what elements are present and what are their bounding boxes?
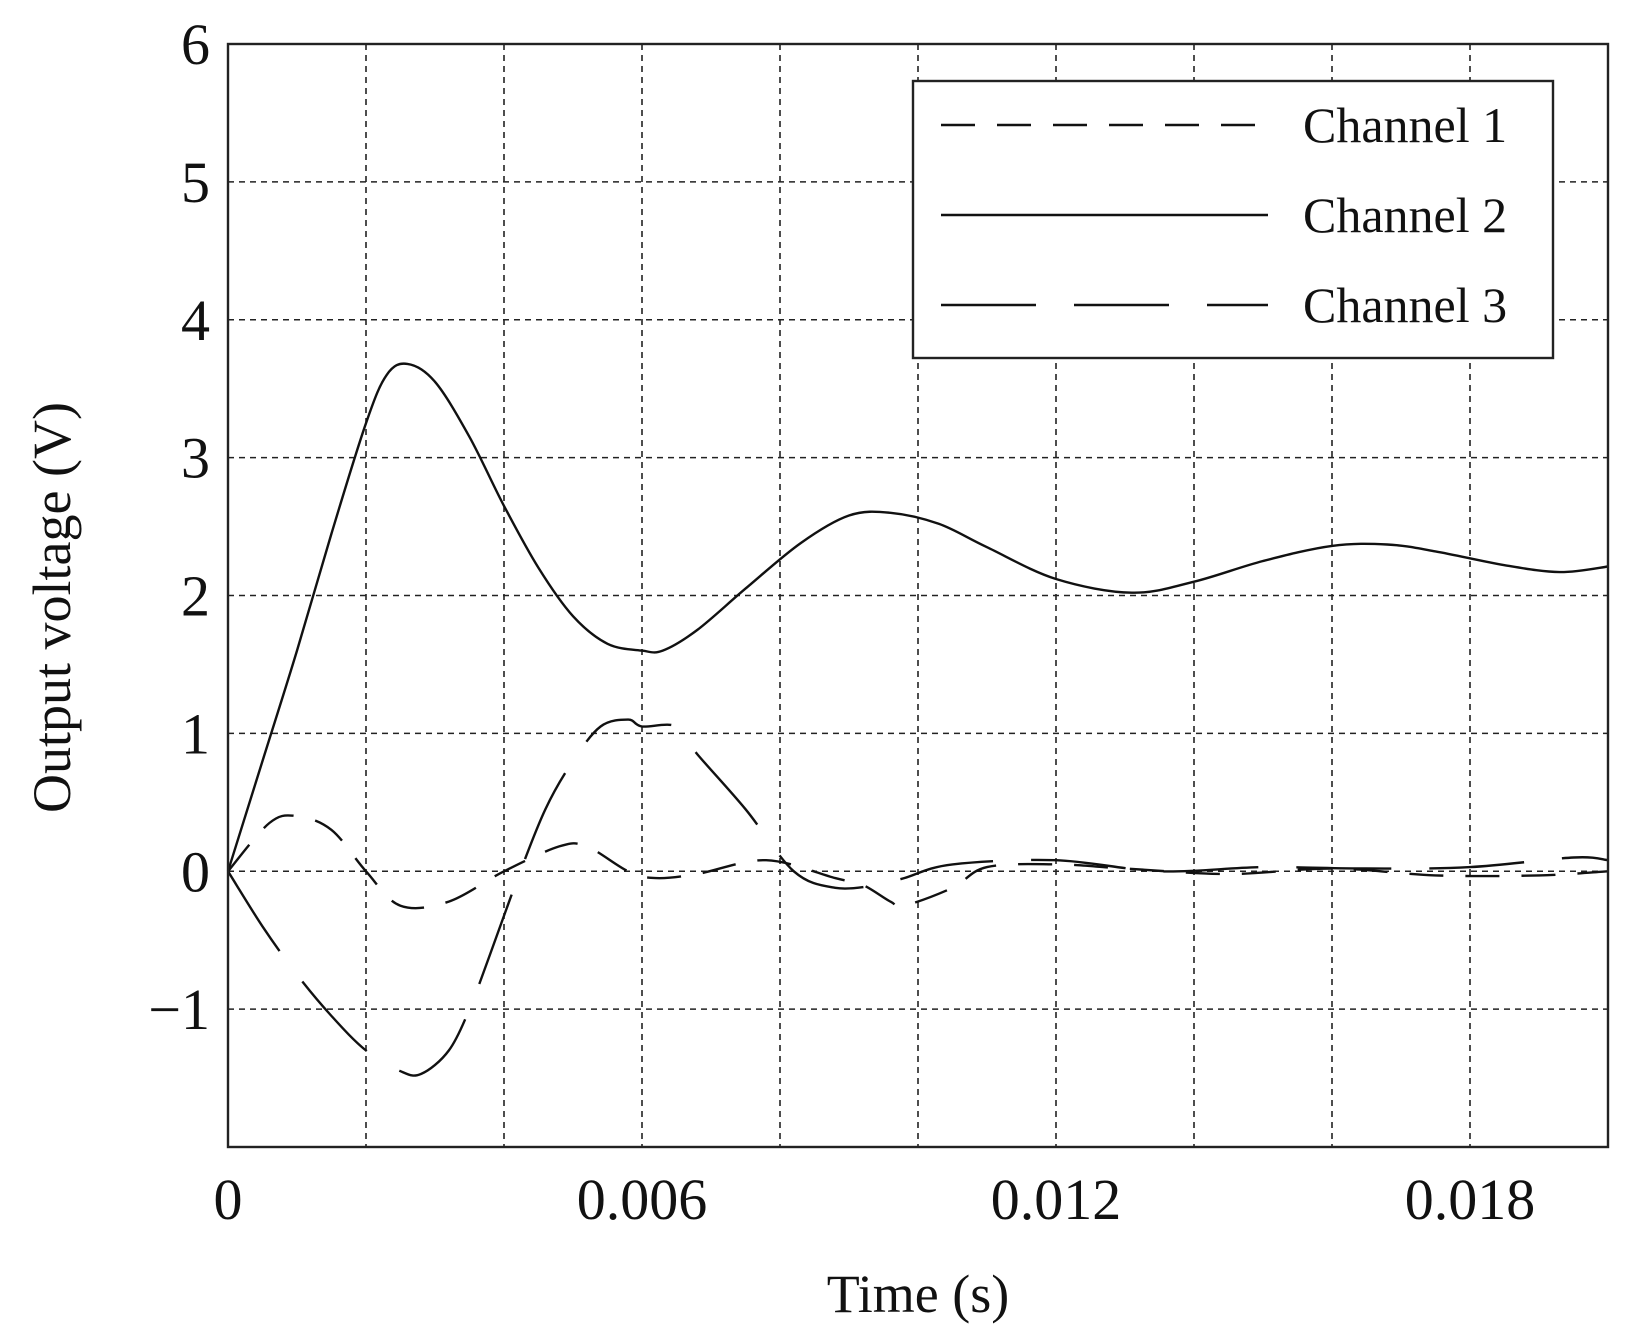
x-axis-title: Time (s) <box>827 1264 1010 1324</box>
y-tick-label: 1 <box>181 701 210 766</box>
series-line-channel-2 <box>226 362 1609 872</box>
legend-label-channel-2: Channel 2 <box>1303 187 1507 243</box>
legend-label-channel-1: Channel 1 <box>1303 97 1507 153</box>
y-tick-label: 3 <box>181 426 210 491</box>
series-line-channel-1 <box>227 814 1609 910</box>
legend: Channel 1 Channel 2 Channel 3 <box>911 79 1555 360</box>
y-axis-title: Output voltage (V) <box>22 402 82 813</box>
x-tick-label: 0.006 <box>577 1167 708 1232</box>
y-tick-label: 4 <box>181 288 210 353</box>
y-tick-label: 5 <box>181 150 210 215</box>
y-tick-label: 6 <box>181 12 210 77</box>
x-tick-label: 0.018 <box>1405 1167 1536 1232</box>
y-tick-label: 0 <box>181 839 210 904</box>
y-tick-label: −1 <box>148 977 210 1042</box>
series-group <box>226 362 1609 1077</box>
series-line-channel-3 <box>226 718 1609 1077</box>
plot-frame <box>226 42 1610 1149</box>
x-tick-label: 0 <box>214 1167 243 1232</box>
legend-box <box>911 79 1555 360</box>
y-tick-label: 2 <box>181 564 210 629</box>
tick-labels: 0 0.006 0.012 0.018 −1 0 1 2 3 4 5 6 <box>148 12 1535 1232</box>
legend-label-channel-3: Channel 3 <box>1303 277 1507 333</box>
x-tick-label: 0.012 <box>991 1167 1122 1232</box>
